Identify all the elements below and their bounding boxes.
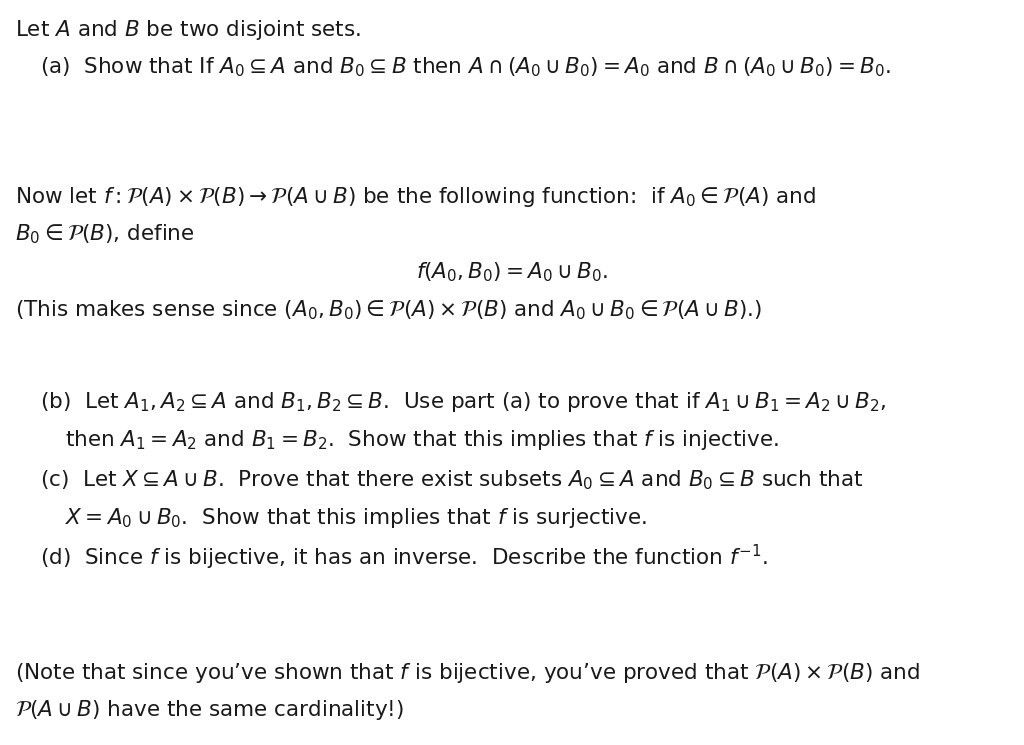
Text: (a)  Show that If $A_0 \subseteq A$ and $B_0 \subseteq B$ then $A\cap(A_0\cup B_: (a) Show that If $A_0 \subseteq A$ and $… bbox=[40, 55, 891, 79]
Text: $f(A_0, B_0) = A_0 \cup B_0.$: $f(A_0, B_0) = A_0 \cup B_0.$ bbox=[416, 260, 608, 284]
Text: (b)  Let $A_1, A_2 \subseteq A$ and $B_1, B_2 \subseteq B$.  Use part (a) to pro: (b) Let $A_1, A_2 \subseteq A$ and $B_1,… bbox=[40, 390, 887, 414]
Text: (d)  Since $f$ is bijective, it has an inverse.  Describe the function $f^{-1}$.: (d) Since $f$ is bijective, it has an in… bbox=[40, 543, 768, 572]
Text: $X = A_0 \cup B_0$.  Show that this implies that $f$ is surjective.: $X = A_0 \cup B_0$. Show that this impli… bbox=[65, 506, 647, 530]
Text: (This makes sense since $(A_0, B_0) \in \mathcal{P}(A) \times \mathcal{P}(B)$ an: (This makes sense since $(A_0, B_0) \in … bbox=[15, 298, 762, 322]
Text: (Note that since you’ve shown that $f$ is bijective, you’ve proved that $\mathca: (Note that since you’ve shown that $f$ i… bbox=[15, 660, 920, 685]
Text: $B_0 \in \mathcal{P}(B)$, define: $B_0 \in \mathcal{P}(B)$, define bbox=[15, 222, 195, 246]
Text: Now let $f : \mathcal{P}(A) \times \mathcal{P}(B) \rightarrow \mathcal{P}(A \cup: Now let $f : \mathcal{P}(A) \times \math… bbox=[15, 185, 816, 209]
Text: then $A_1 = A_2$ and $B_1 = B_2$.  Show that this implies that $f$ is injective.: then $A_1 = A_2$ and $B_1 = B_2$. Show t… bbox=[65, 428, 779, 452]
Text: $\mathcal{P}(A \cup B)$ have the same cardinality!): $\mathcal{P}(A \cup B)$ have the same ca… bbox=[15, 698, 404, 722]
Text: Let $A$ and $B$ be two disjoint sets.: Let $A$ and $B$ be two disjoint sets. bbox=[15, 18, 361, 42]
Text: (c)  Let $X \subseteq A \cup B$.  Prove that there exist subsets $A_0 \subseteq : (c) Let $X \subseteq A \cup B$. Prove th… bbox=[40, 468, 863, 492]
